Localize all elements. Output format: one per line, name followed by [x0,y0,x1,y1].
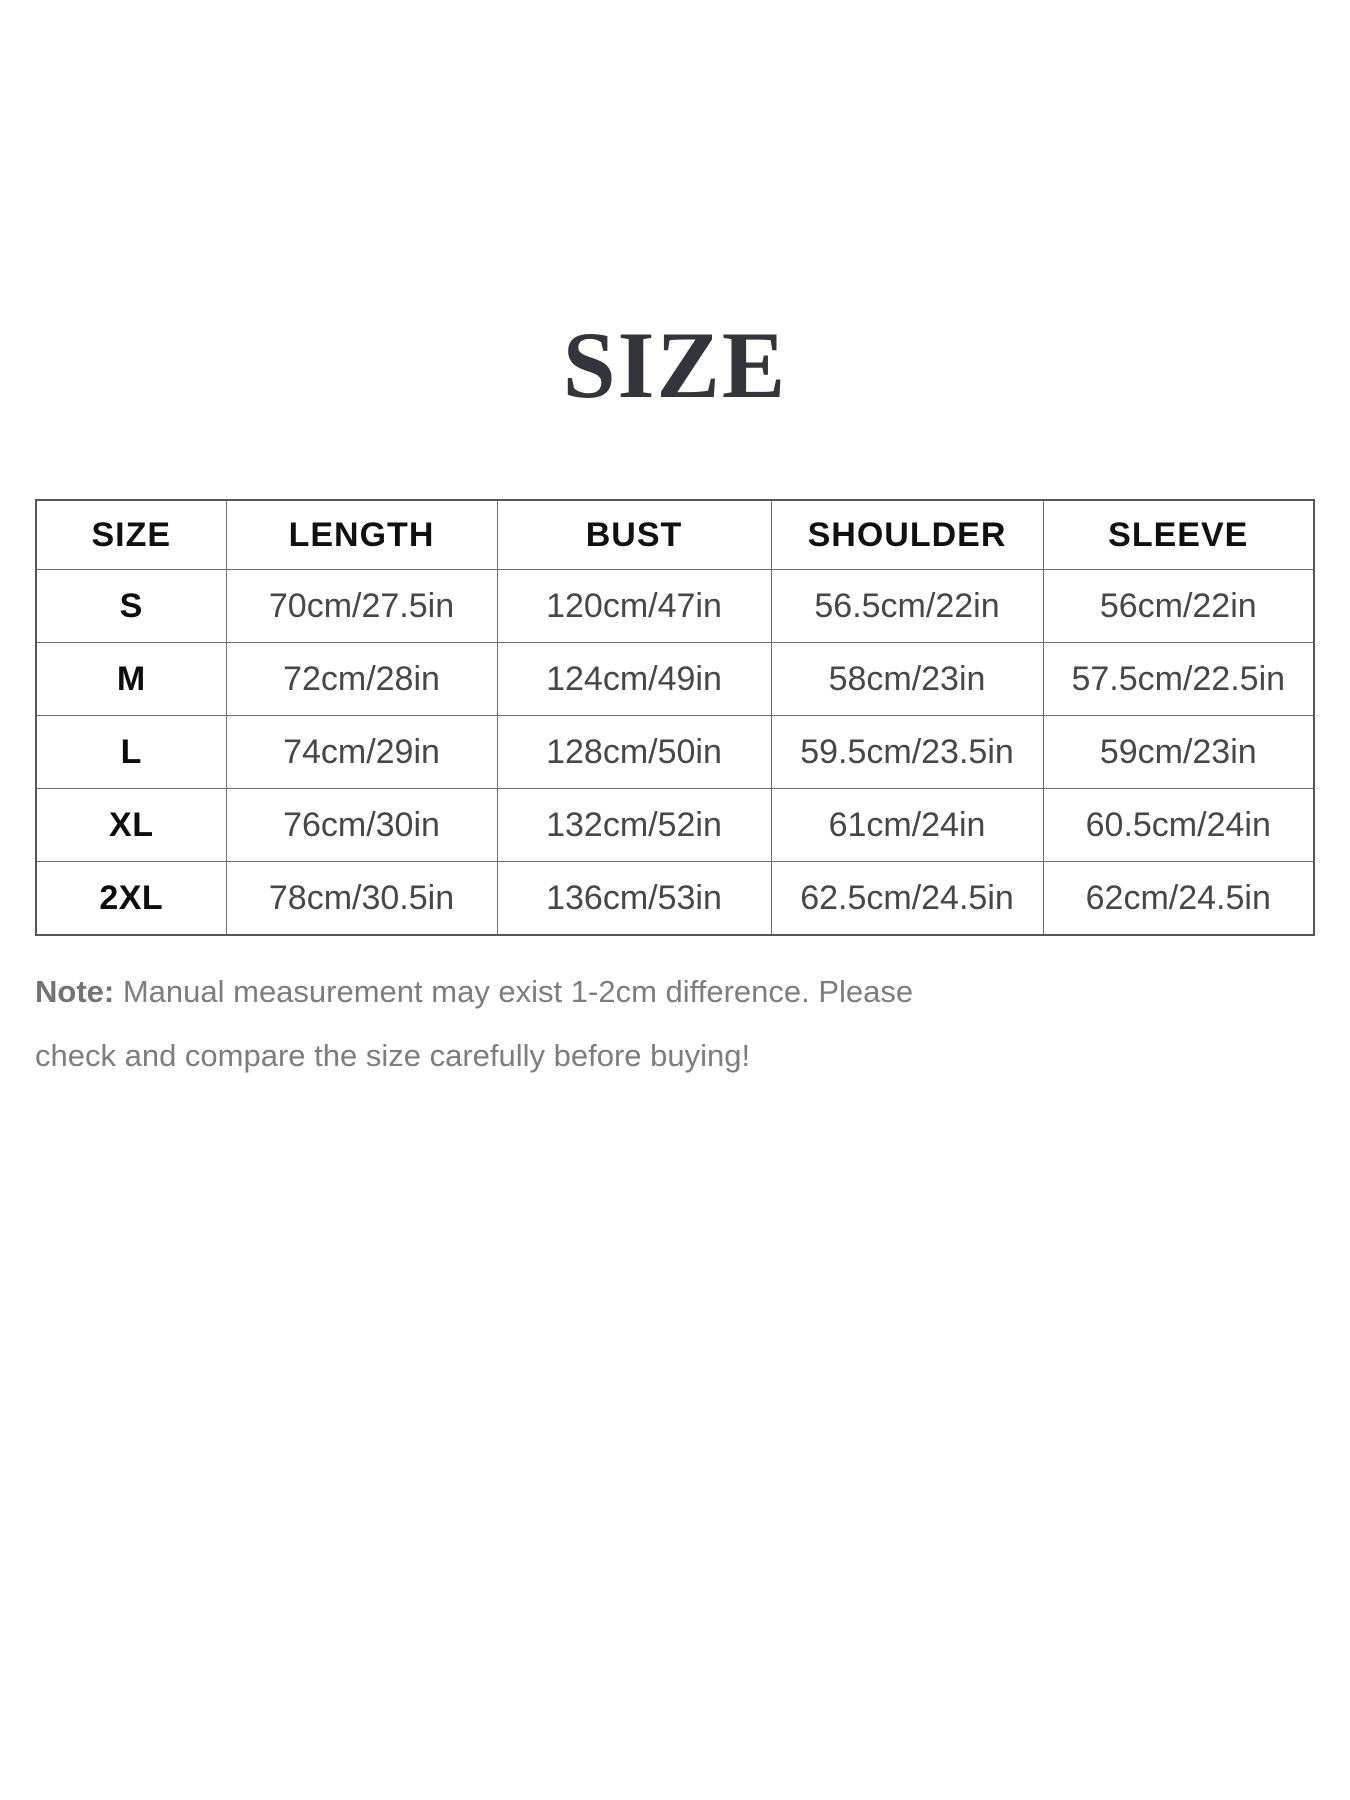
length-cell: 76cm/30in [225,788,498,862]
sleeve-cell: 59cm/23in [1042,715,1315,789]
size-table: SIZE LENGTH BUST SHOULDER SLEEVE S 70cm/… [35,499,1315,936]
table-row-s: S 70cm/27.5in 120cm/47in 56.5cm/22in 56c… [35,569,1315,643]
length-cell: 70cm/27.5in [225,569,498,643]
length-cell: 72cm/28in [225,642,498,716]
size-cell: XL [35,788,227,862]
page-title: SIZE [562,312,788,418]
note-label: Note: [35,974,115,1009]
bust-cell: 124cm/49in [496,642,772,716]
sleeve-cell: 57.5cm/22.5in [1042,642,1315,716]
size-cell: S [35,569,227,643]
col-header-size: SIZE [35,499,227,570]
sleeve-cell: 56cm/22in [1042,569,1315,643]
table-row-xl: XL 76cm/30in 132cm/52in 61cm/24in 60.5cm… [35,788,1315,862]
sleeve-cell: 62cm/24.5in [1042,861,1315,936]
measurement-note: Note: Manual measurement may exist 1-2cm… [35,960,940,1088]
shoulder-cell: 56.5cm/22in [770,569,1044,643]
size-cell: 2XL [35,861,227,936]
size-cell: M [35,642,227,716]
bust-cell: 132cm/52in [496,788,772,862]
shoulder-cell: 59.5cm/23.5in [770,715,1044,789]
col-header-bust: BUST [496,499,772,570]
header-row: SIZE LENGTH BUST SHOULDER SLEEVE [35,499,1315,570]
shoulder-cell: 61cm/24in [770,788,1044,862]
length-cell: 78cm/30.5in [225,861,498,936]
note-text: Manual measurement may exist 1-2cm diffe… [35,974,914,1073]
shoulder-cell: 62.5cm/24.5in [770,861,1044,936]
length-cell: 74cm/29in [225,715,498,789]
bust-cell: 120cm/47in [496,569,772,643]
sleeve-cell: 60.5cm/24in [1042,788,1315,862]
col-header-shoulder: SHOULDER [770,499,1044,570]
bust-cell: 128cm/50in [496,715,772,789]
shoulder-cell: 58cm/23in [770,642,1044,716]
col-header-length: LENGTH [225,499,498,570]
table-row-m: M 72cm/28in 124cm/49in 58cm/23in 57.5cm/… [35,642,1315,716]
bust-cell: 136cm/53in [496,861,772,936]
table-row-l: L 74cm/29in 128cm/50in 59.5cm/23.5in 59c… [35,715,1315,789]
table-row-2xl: 2XL 78cm/30.5in 136cm/53in 62.5cm/24.5in… [35,861,1315,936]
size-cell: L [35,715,227,789]
col-header-sleeve: SLEEVE [1042,499,1315,570]
